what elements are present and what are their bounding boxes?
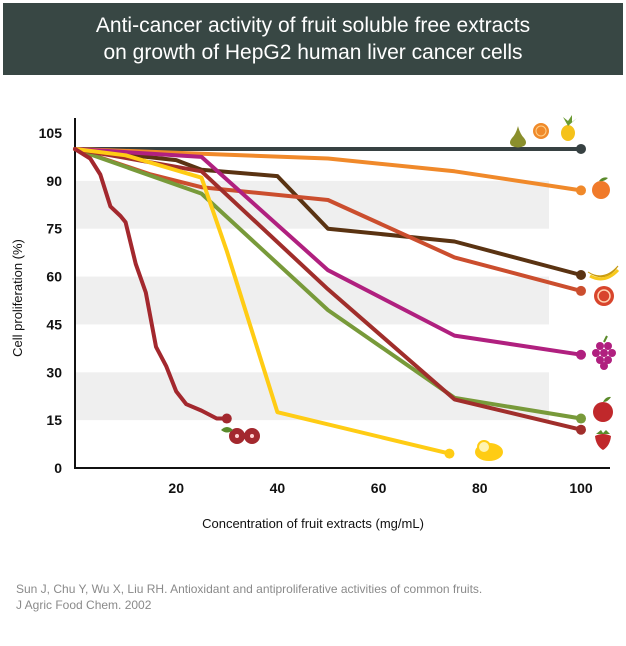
series-end-marker [576,285,586,296]
peach-icon [592,177,610,199]
x-tick-label: 60 [371,480,387,496]
grapefruit-body-icon [594,286,614,306]
grape-icon [592,335,616,370]
x-tick-labels: 20 40 60 80 100 [168,480,592,496]
y-tick-label: 45 [46,316,62,332]
series-end-marker [576,269,586,280]
citation: Sun J, Chu Y, Wu X, Liu RH. Antioxidant … [16,581,616,613]
series-lines [73,143,586,459]
chart-title-line-1: Anti-cancer activity of fruit soluble fr… [95,14,531,37]
grape-stem-icon [603,335,608,343]
x-tick-label: 80 [472,480,488,496]
series-line-banana [73,147,583,277]
pineapple-icon [561,125,575,141]
cranberry-highlight-icon [235,434,239,438]
series-end-marker [576,424,586,435]
series-line-apple [73,147,583,421]
grid-band [75,276,549,325]
y-tick-label: 15 [46,412,62,428]
grape-berry-icon [604,342,612,350]
x-tick-label: 20 [168,480,184,496]
banana-body-icon [587,265,619,278]
citation-line-1: Sun J, Chu Y, Wu X, Liu RH. Antioxidant … [16,582,483,596]
grapefruit-segment-icon [597,289,611,303]
grapefruit-icon [594,286,614,306]
series-end-marker [444,448,455,459]
series-line-cranberry [73,147,229,421]
x-tick-label: 100 [569,480,593,496]
grape-berry-icon [600,349,608,357]
grid-band [75,180,549,229]
cranberry-leaf-icon [221,427,233,433]
y-tick-label: 0 [54,460,62,476]
citation-line-2: J Agric Food Chem. 2002 [16,598,152,612]
title-banner: Anti-cancer activity of fruit soluble fr… [3,3,623,75]
y-tick-label: 30 [46,364,62,380]
series-end-marker [576,143,586,154]
grape-berry-icon [596,356,604,364]
orange-slice-icon [535,125,547,137]
series-end-marker [576,413,586,424]
y-tick-label: 105 [39,125,63,141]
series-end-marker [221,413,232,424]
grape-berry-icon [596,342,604,350]
series-end-marker [576,185,586,196]
orange-icon [533,123,549,139]
strawberry-body-icon [595,434,611,450]
line-chart: 0 15 30 45 60 75 90 105 20 40 60 80 100 Cell prolif… [10,115,620,531]
grape-berry-icon [604,356,612,364]
apple-icon [593,396,613,422]
banana-second-icon [589,268,620,281]
y-tick-labels: 0 15 30 45 60 75 90 105 [39,125,63,476]
chart-title-line-2: on growth of HepG2 human liver cancer ce… [103,41,523,64]
grape-berry-icon [592,349,600,357]
banana-icon [587,265,620,281]
y-tick-label: 60 [46,269,62,285]
pear-orange-pineapple-icon [510,115,577,148]
fruit-icons [221,115,620,461]
apple-body-icon [593,402,613,422]
y-tick-label: 90 [46,173,62,189]
strawberry-leaves-icon [596,430,610,434]
cranberry-highlight-icon [250,434,254,438]
y-axis-label: Cell proliferation (%) [10,239,25,357]
series-line-peach [73,147,583,193]
series-line-lemon [73,147,452,456]
grid-bands [75,121,549,421]
grape-berry-icon [600,362,608,370]
apple-leaf-icon [603,396,611,402]
pear-icon [510,126,526,148]
peach-leaf-icon [599,177,608,182]
series-end-marker [576,349,586,360]
grid-band [75,121,549,133]
grid-band [75,372,549,421]
lemon-icon [475,440,503,461]
y-tick-label: 75 [46,221,62,237]
series-line-grape [73,147,583,357]
chart-area: 0 15 30 45 60 75 90 105 20 40 60 80 100 Cell prolif… [0,90,626,550]
x-tick-label: 40 [270,480,286,496]
peach-body-icon [592,181,610,199]
axes [74,118,610,469]
pineapple-leaves-icon [563,115,577,126]
grape-berry-icon [608,349,616,357]
x-axis-label: Concentration of fruit extracts (mg/mL) [202,516,424,531]
lemon-slice-icon [477,440,491,454]
cranberry-icon [221,427,260,444]
strawberry-icon [595,430,611,450]
